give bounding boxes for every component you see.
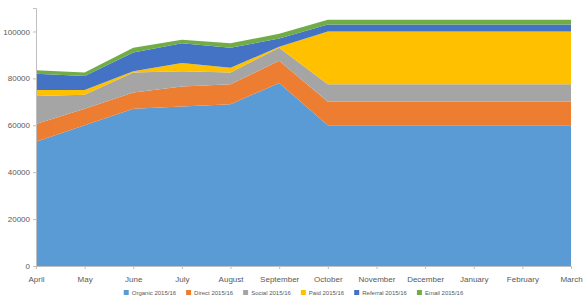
- legend-item: Organic 2015/16: [124, 290, 177, 296]
- x-tick-label: July: [175, 275, 189, 284]
- legend-label: Referral 2015/16: [362, 290, 407, 296]
- legend-label: Direct 2015/16: [194, 290, 234, 296]
- x-tick: April: [28, 266, 44, 284]
- x-tick-mark: [231, 266, 232, 269]
- x-tick-label: January: [460, 275, 488, 284]
- x-tick-label: December: [407, 275, 444, 284]
- x-tick-mark: [376, 266, 377, 269]
- y-axis: 0 20000 40000 60000 80000 100000: [3, 9, 36, 272]
- x-tick-mark: [279, 266, 280, 269]
- x-tick-mark: [85, 266, 86, 269]
- y-tick-label: 60000: [8, 121, 31, 130]
- legend-swatch: [301, 290, 306, 295]
- x-axis-line: [37, 267, 572, 270]
- legend: Organic 2015/16 Direct 2015/16 Social 2015…: [124, 290, 464, 296]
- y-tick-mark: [33, 125, 36, 126]
- x-tick-mark: [36, 266, 37, 269]
- legend-label: Paid 2015/16: [309, 290, 345, 296]
- x-tick-mark: [182, 266, 183, 269]
- legend-item: Paid 2015/16: [301, 290, 345, 296]
- x-tick: October: [314, 266, 343, 284]
- legend-swatch: [354, 290, 359, 295]
- x-tick: August: [219, 266, 245, 284]
- x-tick-label: May: [78, 275, 93, 284]
- x-tick: September: [260, 266, 299, 284]
- y-tick: 100000: [3, 28, 36, 37]
- x-tick: November: [359, 266, 396, 284]
- x-tick: May: [78, 266, 93, 284]
- y-tick-mark: [33, 266, 36, 267]
- y-tick-mark: [33, 172, 36, 173]
- legend-label: Social 2015/16: [251, 290, 291, 296]
- legend-swatch: [186, 290, 191, 295]
- y-tick: 0: [26, 262, 36, 271]
- legend-swatch: [243, 290, 248, 295]
- legend-label: Organic 2015/16: [132, 290, 177, 296]
- y-tick-label: 20000: [8, 215, 31, 224]
- x-tick: January: [460, 266, 488, 284]
- x-tick: July: [175, 266, 189, 284]
- x-tick-mark: [425, 266, 426, 269]
- y-tick-label: 80000: [8, 74, 31, 83]
- legend-label: Email 2015/16: [425, 290, 464, 296]
- x-tick-label: June: [125, 275, 143, 284]
- y-tick-label: 0: [26, 262, 31, 271]
- y-tick: 20000: [8, 215, 36, 224]
- legend-swatch: [417, 290, 422, 295]
- y-tick: 80000: [8, 74, 36, 83]
- x-tick-label: April: [28, 275, 44, 284]
- y-tick-mark: [33, 31, 36, 32]
- x-tick: March: [560, 266, 582, 284]
- legend-item: Email 2015/16: [417, 290, 464, 296]
- y-tick: 60000: [8, 121, 36, 130]
- x-tick-label: August: [219, 275, 245, 284]
- x-tick-mark: [133, 266, 134, 269]
- x-tick-label: March: [560, 275, 582, 284]
- area: [36, 20, 571, 76]
- x-axis: April May June July August September October No…: [28, 266, 582, 284]
- plot: 0 20000 40000 60000 80000 100000 April May June J…: [3, 9, 582, 284]
- legend-item: Social 2015/16: [243, 290, 291, 296]
- x-tick-label: November: [359, 275, 396, 284]
- x-tick-mark: [474, 266, 475, 269]
- legend-item: Direct 2015/16: [186, 290, 234, 296]
- x-tick-label: October: [314, 275, 343, 284]
- legend-item: Referral 2015/16: [354, 290, 407, 296]
- y-axis-line: [33, 9, 37, 267]
- y-tick: 40000: [8, 168, 36, 177]
- x-tick: June: [125, 266, 143, 284]
- x-tick-label: February: [507, 275, 539, 284]
- legend-swatch: [124, 290, 129, 295]
- x-tick-mark: [328, 266, 329, 269]
- y-tick-mark: [33, 219, 36, 220]
- x-tick: February: [507, 266, 539, 284]
- x-tick-mark: [571, 266, 572, 269]
- x-tick-label: September: [260, 275, 299, 284]
- x-tick: December: [407, 266, 444, 284]
- y-tick-mark: [33, 78, 36, 79]
- chart: 0 20000 40000 60000 80000 100000 April May June J…: [0, 0, 587, 300]
- y-tick-label: 40000: [8, 168, 31, 177]
- y-tick-label: 100000: [3, 28, 30, 37]
- x-tick-mark: [522, 266, 523, 269]
- areas: [36, 20, 571, 266]
